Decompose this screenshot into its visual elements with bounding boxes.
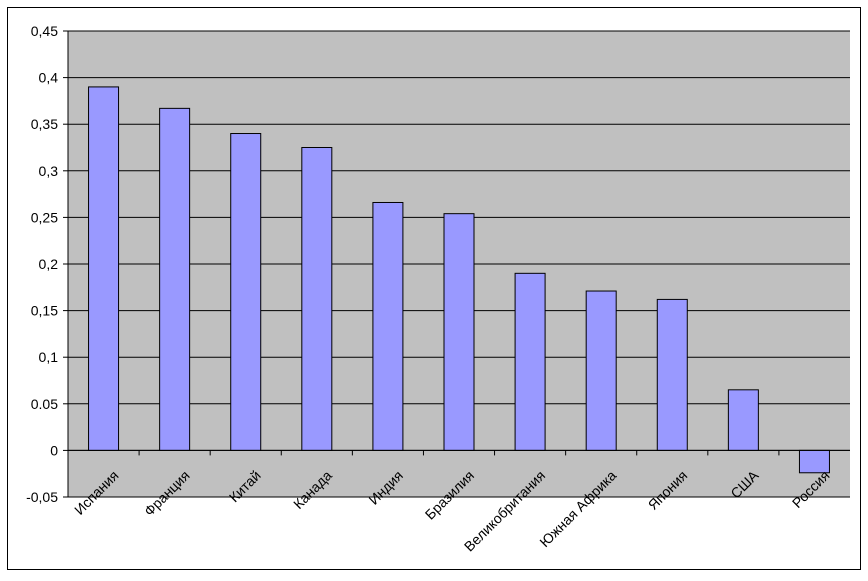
y-tick-label: -0,05	[26, 489, 58, 505]
bar	[585, 290, 617, 451]
y-tick-label: 0,2	[39, 256, 59, 272]
bar	[656, 298, 688, 451]
bar	[798, 449, 830, 474]
bar	[88, 86, 120, 451]
bar	[443, 213, 475, 451]
y-tick-label: 0,15	[31, 303, 58, 319]
bar	[727, 389, 759, 451]
bar	[230, 133, 262, 451]
bar	[372, 201, 404, 451]
bar	[301, 147, 333, 451]
y-tick-label: 0,3	[39, 163, 59, 179]
y-tick-label: 0,1	[39, 349, 59, 365]
y-tick-label: 0,25	[31, 209, 58, 225]
y-tick-label: 0,45	[31, 23, 58, 39]
y-tick-label: 0.05	[31, 396, 58, 412]
y-tick-label: 0	[50, 442, 58, 458]
y-tick-label: 0,4	[39, 70, 59, 86]
bar	[159, 107, 191, 451]
bar	[514, 272, 546, 451]
y-tick-label: 0,35	[31, 116, 58, 132]
